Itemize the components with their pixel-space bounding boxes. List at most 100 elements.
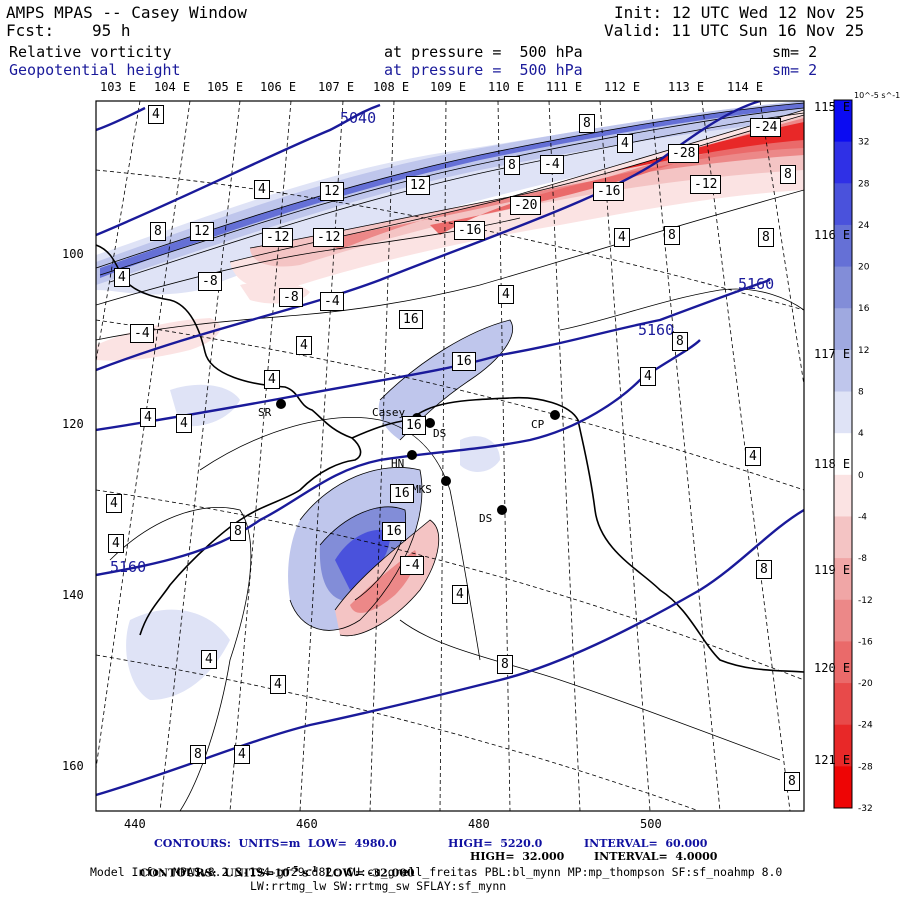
colorbar-swatch [834,433,852,476]
height-contour-high: HIGH= 5220.0 [448,837,543,850]
y-tick: 120 [62,417,84,431]
model-info-2: LW:rrtmg_lw SW:rrtmg_sw SFLAY:sf_mynn [250,879,507,893]
field2-name: Geopotential height [9,61,181,79]
contour-label: 4 [452,585,468,604]
lon-label-right: 121 E [814,753,851,767]
lon-label: 103 E [100,80,137,94]
height-label: 5160 [638,321,675,339]
contour-label: 4 [614,228,630,247]
contour-label: -12 [313,228,345,247]
colorbar-swatch [834,100,852,143]
x-tick: 480 [468,817,490,831]
contour-label: -8 [279,288,303,307]
contour-label: -4 [130,324,154,343]
colorbar-swatch [834,641,852,684]
graticule [96,101,804,811]
contour-label: -12 [690,175,722,194]
station-label: DS [433,427,447,440]
field2-level: at pressure = 500 hPa [384,61,583,79]
contour-label: 8 [756,560,772,579]
contour-label: -4 [400,556,424,575]
colorbar-label: 8 [858,388,864,398]
contour-label: -4 [320,292,344,311]
colorbar-label: -32 [858,804,873,814]
contour-label: 8 [579,114,595,133]
lon-label: 112 E [604,80,641,94]
contour-label: 8 [150,222,166,241]
contour-label: 8 [230,522,246,541]
lon-label: 110 E [488,80,525,94]
vorticity-negative-region [320,118,804,250]
x-tick: 460 [296,817,318,831]
colorbar-label: -20 [858,679,873,689]
colorbar-swatch [834,599,852,642]
lon-label-right: 116 E [814,228,851,242]
colorbar-label: -12 [858,596,873,606]
contour-label: 4 [148,105,164,124]
vorticity-contour-info: CONTOURS: UNITS=10-5 s-1 LOW= -32.000 [132,851,415,880]
colorbar-label: 16 [858,304,870,314]
colorbar-label: -24 [858,721,873,731]
units-exp: -5 [289,864,299,874]
contour-label: -12 [262,228,294,247]
contour-label: 12 [190,222,214,241]
contour-label: 8 [758,228,774,247]
colorbar-swatch [834,266,852,309]
vorticity-contour-high: HIGH= 32.000 [470,850,565,863]
lon-label: 106 E [260,80,297,94]
lon-label: 111 E [546,80,583,94]
contour-label: -16 [593,182,625,201]
contour-label: -8 [198,272,222,291]
contour-label: -24 [750,118,782,137]
colorbar-swatch [834,391,852,434]
height-label: 5160 [110,558,147,576]
vorticity-positive-region [126,609,230,700]
forecast-hours: 95 h [92,21,131,40]
valid-time: Valid: 11 UTC Sun 16 Nov 25 [604,21,865,40]
vorticity-negative-region [430,122,804,235]
contour-label: 4 [234,745,250,764]
contour-label: 8 [504,156,520,175]
y-tick: 140 [62,588,84,602]
contour-label: 4 [106,494,122,513]
colorbar-label: -4 [858,512,867,522]
model-info: Model Info: MPASv8.2.3-194-gf29cd82c CU:… [90,865,783,879]
lon-label: 108 E [373,80,410,94]
colorbar-swatch [834,516,852,559]
colorbar-swatch [834,724,852,767]
station-label: HN [391,457,405,470]
vorticity-low: LOW= -32.000 [317,866,415,880]
contour-label: 16 [452,352,476,371]
contour-label: 4 [498,285,514,304]
y-tick: 100 [62,247,84,261]
lon-label-right: 118 E [814,457,851,471]
contour-label: 16 [402,416,426,435]
contour-label: -4 [540,155,564,174]
colorbar: 32 28 24 20 16 12 8 4 0 -4 -8 -12 -16 -20 -24 -28 -32 10^… [834,91,900,814]
contour-label: 8 [190,745,206,764]
lon-label: 107 E [318,80,355,94]
height-contour-info: CONTOURS: UNITS=m LOW= 4980.0 [154,837,397,850]
lon-label-right: 119 E [814,563,851,577]
contour-label: 4 [264,370,280,389]
colorbar-swatch [834,308,852,351]
contour-label: -28 [668,144,700,163]
vorticity-negative-region [350,550,417,613]
station-label: Casey [372,406,406,419]
contour-label: 8 [672,332,688,351]
contour-label: 8 [780,165,796,184]
colorbar-units: 10^-5 s^-1 [854,91,900,100]
contour-label: 4 [270,675,286,694]
contour-label: 4 [140,408,156,427]
field2-smoothing: sm= 2 [772,61,818,79]
contour-label: 8 [497,655,513,674]
colorbar-swatch [834,183,852,226]
contour-label: 4 [254,180,270,199]
colorbar-label: 20 [858,263,870,273]
contour-label: -16 [454,221,486,240]
plot-frame [95,100,805,812]
contour-label: 16 [382,522,406,541]
vorticity-positive-region [96,101,804,285]
contour-label: 8 [664,226,680,245]
height-label: 5160 [738,275,775,293]
